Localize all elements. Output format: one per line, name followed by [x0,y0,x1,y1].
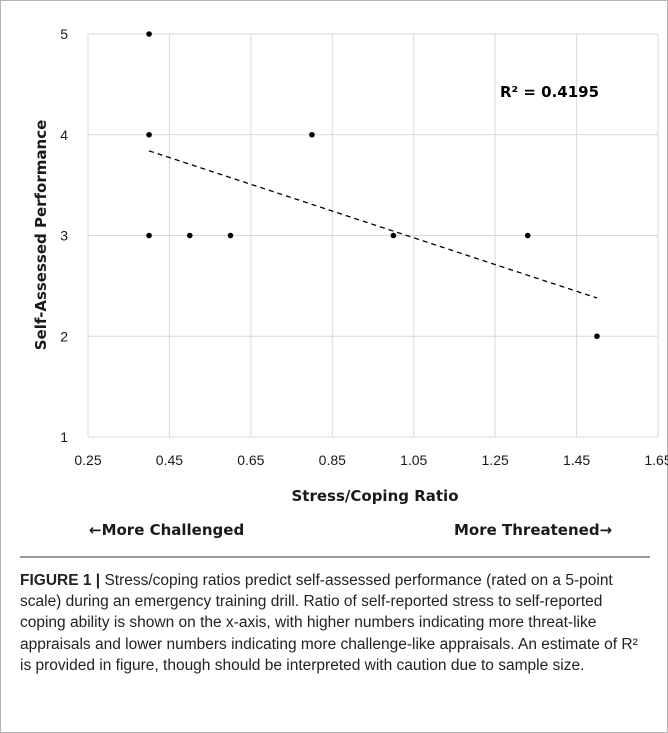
x-tick-label: 1.25 [482,452,509,468]
data-point [594,333,600,340]
x-tick-label: 1.05 [400,452,427,468]
x-tick-label: 0.45 [156,452,183,468]
scatter-chart: 1 2 3 4 5 0.25 0.45 0.65 0.85 1.05 1.25 1.45 1.65 R… [32,26,668,505]
x-tick-labels: 0.25 0.45 0.65 0.85 1.05 1.25 1.45 1.65 [74,452,668,468]
data-point [146,31,152,37]
x-tick-label: 1.65 [644,452,668,468]
y-tick-labels: 1 2 3 4 5 [60,26,68,445]
data-point [227,232,234,239]
x-tick-label: 0.85 [319,452,346,468]
trendline [148,150,598,299]
x-tick-label: 1.45 [563,452,590,468]
data-point [146,232,152,239]
data-point [186,232,193,239]
caption-text: Stress/coping ratios predict self-assess… [20,572,638,674]
x-axis-title: Stress/Coping Ratio [292,487,459,505]
caption-label: FIGURE 1 | [20,572,105,589]
y-tick-label: 4 [60,127,68,143]
grid-lines [87,33,659,438]
x-tick-label: 0.65 [237,452,264,468]
more-threatened-label: More Threatened→ [454,521,613,539]
more-challenged-label: ←More Challenged [89,521,245,539]
data-point [309,131,315,138]
y-axis-title: Self-Assessed Performance [32,120,50,351]
r-squared-annotation: R² = 0.4195 [500,83,599,101]
data-point [524,232,531,239]
figure-caption: FIGURE 1 | Stress/coping ratios predict … [20,570,652,676]
data-points [146,31,600,340]
y-tick-label: 1 [60,429,68,445]
y-tick-label: 5 [60,26,68,42]
data-point [390,232,397,239]
x-tick-label: 0.25 [74,452,101,468]
y-tick-label: 2 [60,328,68,344]
y-tick-label: 3 [60,228,68,244]
caption-divider [20,556,650,558]
data-point [146,131,152,138]
